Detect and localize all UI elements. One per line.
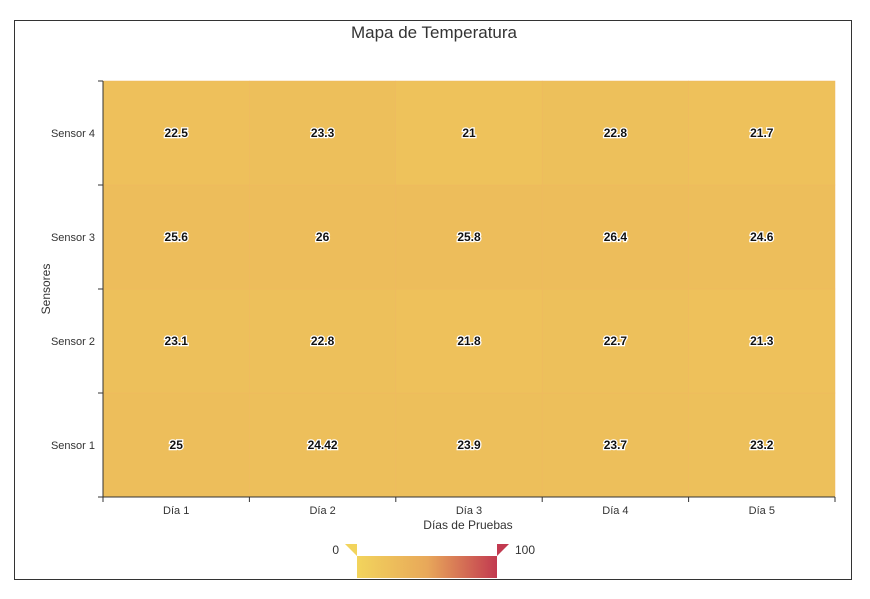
cell-value-label: 24.42 xyxy=(308,438,338,452)
visual-map-legend[interactable]: 0 100 xyxy=(332,543,535,578)
cell-value-label: 21.3 xyxy=(750,334,774,348)
heatmap-cell[interactable] xyxy=(541,80,689,186)
heatmap-cell[interactable] xyxy=(541,288,689,394)
heatmap-cell[interactable] xyxy=(102,288,250,394)
x-tick-label: Día 4 xyxy=(602,505,628,517)
heatmap-cell[interactable] xyxy=(249,392,397,498)
cell-value-label: 25 xyxy=(170,438,184,452)
x-tick-label: Día 3 xyxy=(456,505,482,517)
heatmap-cell-labels: 25 24.42 23.9 23.7 23.2 23.1 22.8 21.8 22.7 21.3 2… xyxy=(163,125,775,454)
axes: Día 1 Día 2 Día 3 Día 4 Día 5 Sensor 1 Sensor … xyxy=(51,80,836,517)
cell-value-label: 24.6 xyxy=(750,230,774,244)
cell-value-label: 23.7 xyxy=(604,438,628,452)
cell-value-label: 26.4 xyxy=(604,230,628,244)
heatmap-cell[interactable] xyxy=(249,80,397,186)
cell-value-label: 21.7 xyxy=(750,126,774,140)
visual-map-min-handle[interactable] xyxy=(345,544,357,556)
heatmap-cell[interactable] xyxy=(249,184,397,290)
cell-value-label: 23.3 xyxy=(311,126,335,140)
visual-map-max-label: 100 xyxy=(515,543,535,557)
x-tick-label: Día 1 xyxy=(163,505,189,517)
cell-value-label: 26 xyxy=(316,230,330,244)
visual-map-gradient-bar xyxy=(357,556,497,578)
y-tick-label: Sensor 2 xyxy=(51,336,95,348)
cell-value-label: 22.8 xyxy=(604,126,628,140)
heatmap-chart: Mapa de Temperatura 25 24.42 23.9 23.7 23.22… xyxy=(39,23,836,578)
cell-value-label: 23.9 xyxy=(457,438,481,452)
heatmap-cell[interactable] xyxy=(688,80,836,186)
heatmap-cell[interactable] xyxy=(249,288,397,394)
visual-map-max-handle[interactable] xyxy=(497,544,509,556)
heatmap-cell[interactable] xyxy=(541,392,689,498)
heatmap-cell[interactable] xyxy=(688,288,836,394)
cell-value-label: 21 xyxy=(462,126,476,140)
heatmap-cell[interactable] xyxy=(688,184,836,290)
cell-value-label: 25.6 xyxy=(165,230,189,244)
cell-value-label: 22.8 xyxy=(311,334,335,348)
cell-value-label: 23.2 xyxy=(750,438,774,452)
x-tick-label: Día 5 xyxy=(749,505,775,517)
y-tick-label: Sensor 4 xyxy=(51,128,95,140)
heatmap-cell[interactable] xyxy=(395,80,543,186)
visual-map-min-label: 0 xyxy=(332,543,339,557)
heatmap-cell[interactable] xyxy=(688,392,836,498)
y-tick-label: Sensor 1 xyxy=(51,440,95,452)
heatmap-cell[interactable] xyxy=(102,392,250,498)
chart-frame: Mapa de Temperatura 25 24.42 23.9 23.7 23.2 2… xyxy=(14,20,852,580)
x-axis-title: Días de Pruebas xyxy=(423,518,512,532)
cell-value-label: 23.1 xyxy=(165,334,189,348)
heatmap-cell[interactable] xyxy=(395,288,543,394)
x-tick-label: Día 2 xyxy=(309,505,335,517)
cell-value-label: 21.8 xyxy=(457,334,481,348)
cell-value-label: 25.8 xyxy=(457,230,481,244)
y-axis-title: Sensores xyxy=(39,264,53,315)
heatmap-cell[interactable] xyxy=(395,184,543,290)
heatmap-cells xyxy=(102,80,836,498)
cell-value-label: 22.7 xyxy=(604,334,628,348)
cell-value-label: 22.5 xyxy=(165,126,189,140)
y-tick-label: Sensor 3 xyxy=(51,232,95,244)
chart-title: Mapa de Temperatura xyxy=(351,23,518,42)
